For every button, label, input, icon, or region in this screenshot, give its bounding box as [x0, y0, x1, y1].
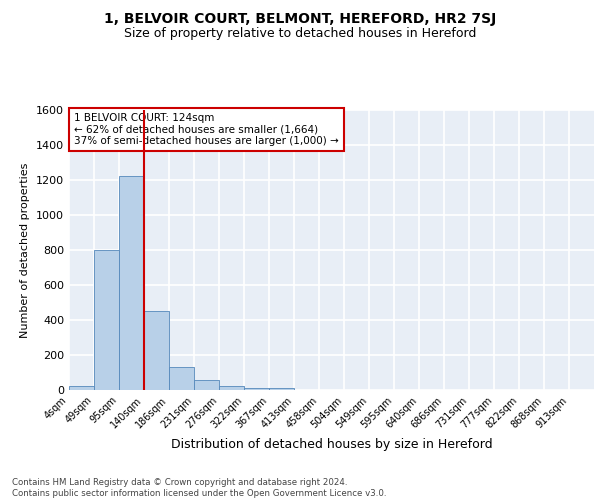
- Bar: [144, 311, 169, 390]
- Text: 1 BELVOIR COURT: 124sqm
← 62% of detached houses are smaller (1,664)
37% of semi: 1 BELVOIR COURT: 124sqm ← 62% of detache…: [74, 113, 339, 146]
- Text: 1, BELVOIR COURT, BELMONT, HEREFORD, HR2 7SJ: 1, BELVOIR COURT, BELMONT, HEREFORD, HR2…: [104, 12, 496, 26]
- Bar: [69, 386, 94, 390]
- Bar: [169, 367, 194, 390]
- Text: Size of property relative to detached houses in Hereford: Size of property relative to detached ho…: [124, 28, 476, 40]
- X-axis label: Distribution of detached houses by size in Hereford: Distribution of detached houses by size …: [170, 438, 493, 451]
- Bar: [219, 386, 244, 390]
- Bar: [94, 250, 119, 390]
- Text: Contains HM Land Registry data © Crown copyright and database right 2024.
Contai: Contains HM Land Registry data © Crown c…: [12, 478, 386, 498]
- Bar: [269, 388, 294, 390]
- Bar: [119, 176, 144, 390]
- Bar: [244, 388, 269, 390]
- Bar: [194, 380, 219, 390]
- Y-axis label: Number of detached properties: Number of detached properties: [20, 162, 31, 338]
